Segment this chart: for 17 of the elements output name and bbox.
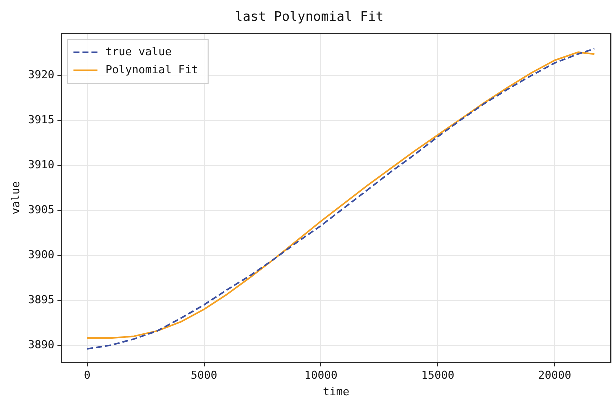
y-tick-label: 3895 <box>28 293 55 306</box>
y-tick-label: 3910 <box>28 158 55 172</box>
y-tick-label: 3920 <box>28 68 55 82</box>
y-tick-label: 3900 <box>28 248 55 262</box>
x-tick-label: 20000 <box>538 369 572 382</box>
chart-title: last Polynomial Fit <box>235 10 384 26</box>
x-tick-label: 15000 <box>421 369 455 382</box>
y-tick-label: 3890 <box>28 338 55 352</box>
x-axis-title: time <box>323 385 350 398</box>
x-tick-label: 10000 <box>304 369 338 382</box>
y-axis-title: value <box>9 182 22 215</box>
y-tick-label: 3915 <box>28 114 55 127</box>
x-tick-label: 0 <box>84 369 91 382</box>
legend-label: Polynomial Fit <box>106 63 198 76</box>
legend-label: true value <box>106 45 172 58</box>
x-tick-label: 5000 <box>191 369 218 382</box>
y-tick-label: 3905 <box>28 204 55 217</box>
